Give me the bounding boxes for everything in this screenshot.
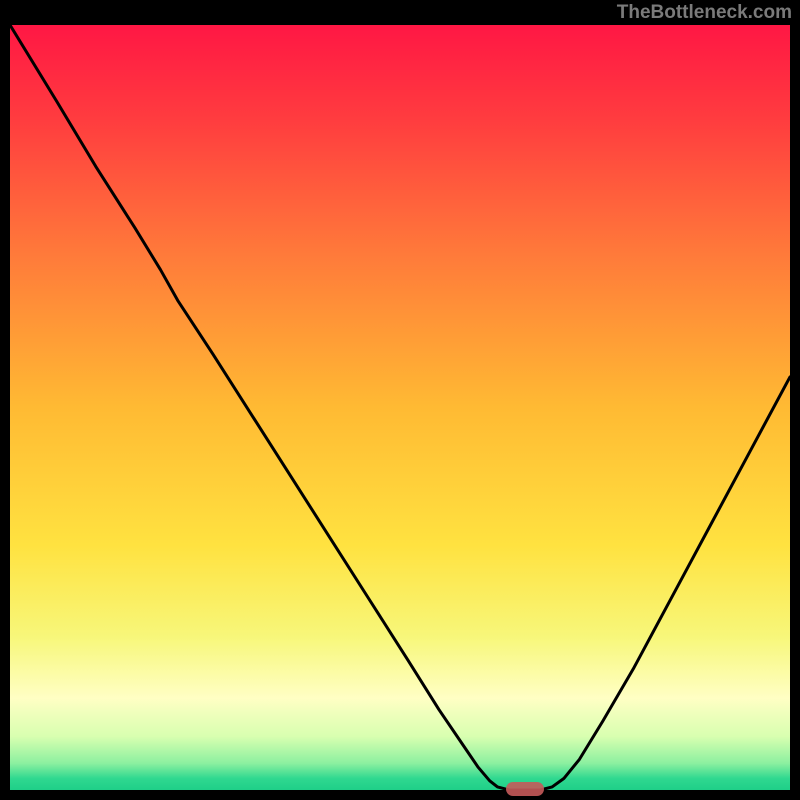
plot-area (10, 25, 790, 790)
watermark-text: TheBottleneck.com (617, 2, 792, 24)
bottleneck-curve (10, 25, 790, 790)
chart-container: TheBottleneck.com (0, 0, 800, 800)
optimal-marker (506, 782, 544, 796)
